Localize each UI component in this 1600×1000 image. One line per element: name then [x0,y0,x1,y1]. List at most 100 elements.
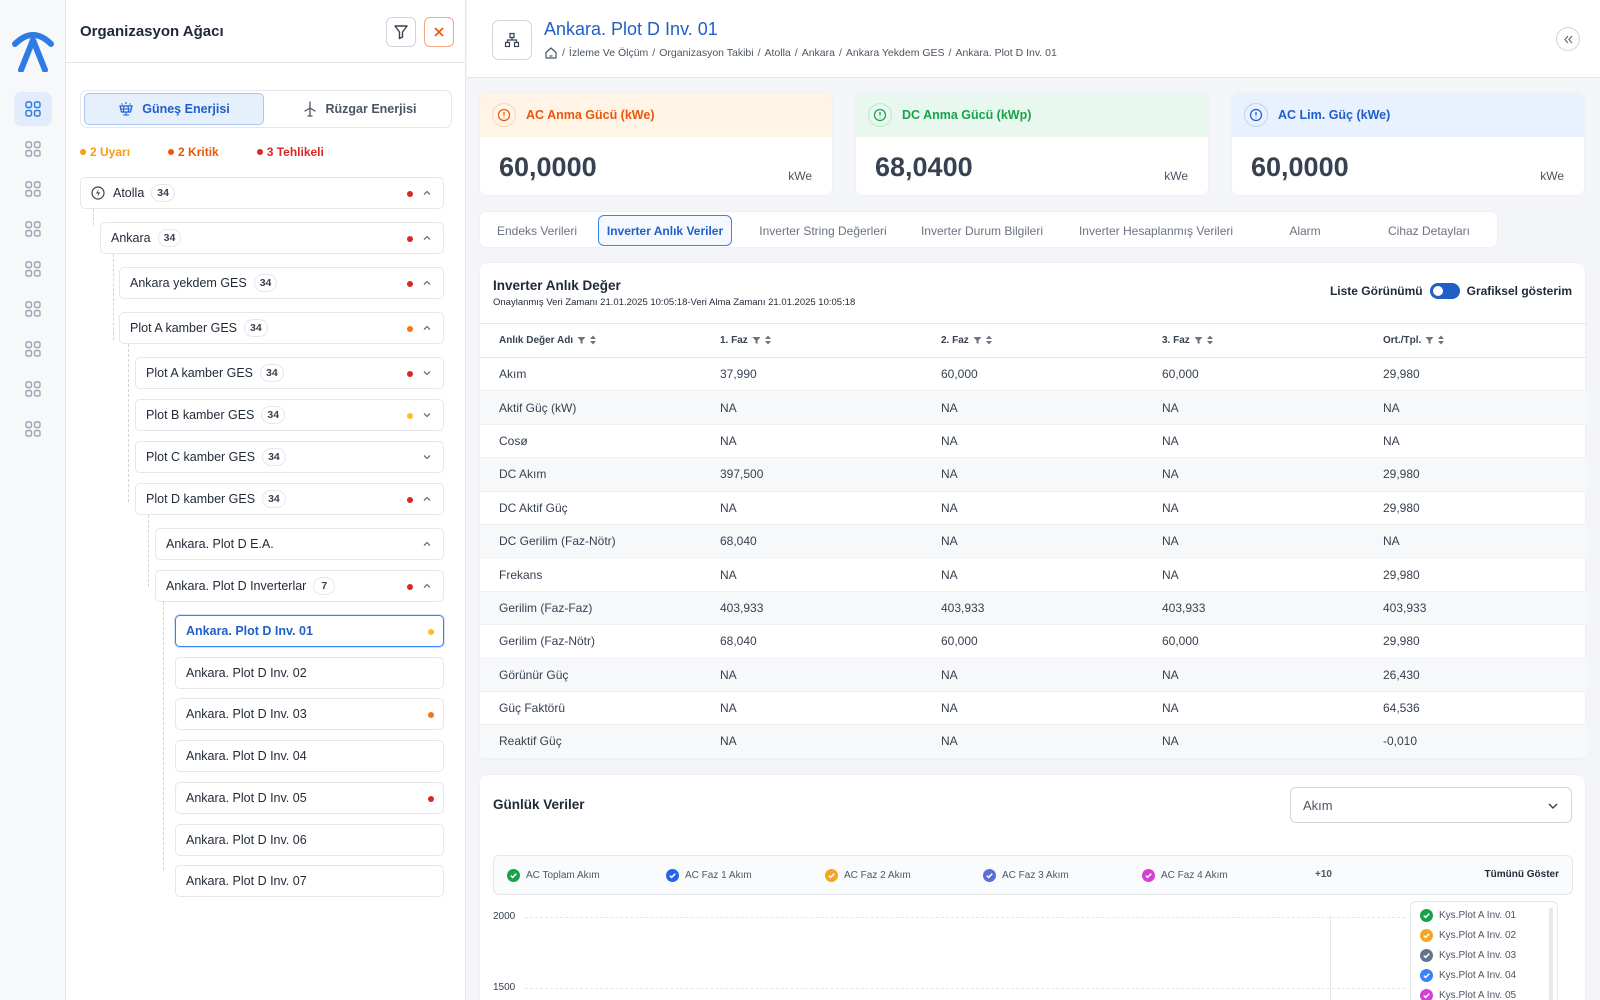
tree-leaf-inverter[interactable]: Ankara. Plot D Inv. 07 [175,865,444,898]
column-header[interactable]: 1. Faz [701,323,922,358]
tree-node[interactable]: Plot A kamber GES 34 [135,357,444,389]
breadcrumb-item[interactable]: Ankara. Plot D Inv. 01 [955,47,1057,59]
kpi-label: AC Lim. Güç (kWe) [1278,108,1391,122]
chevron-up-icon[interactable] [421,277,433,289]
home-icon[interactable] [544,46,558,60]
tree-node[interactable]: Plot A kamber GES 34 [119,312,444,344]
side-legend-item[interactable]: Kys.Plot A Inv. 04 [1420,969,1516,982]
legend-item[interactable]: AC Faz 3 Akım [983,869,1069,882]
tree-node[interactable]: Plot B kamber GES 34 [135,399,444,431]
tree-leaf-inverter[interactable]: Ankara. Plot D Inv. 02 [175,656,444,689]
column-header[interactable]: 3. Faz [1143,323,1364,358]
tree-node[interactable]: Ankara. Plot D Inverterlar 7 [155,570,444,602]
chevron-up-icon[interactable] [421,322,433,334]
legend-item[interactable]: AC Faz 1 Akım [666,869,752,882]
chevron-up-icon[interactable] [421,232,433,244]
tree-leaf-inverter[interactable]: Ankara. Plot D Inv. 05 [175,781,444,814]
alert-danger-label: 3 Tehlikeli [266,145,324,159]
breadcrumb-item[interactable]: İzleme Ve Ölçüm [568,47,649,59]
tree-node[interactable]: Ankara. Plot D E.A. [155,528,444,560]
filter-sort-icon[interactable] [1194,335,1214,345]
chevron-down-icon[interactable] [421,409,433,421]
kpi-label: DC Anma Gücü (kWp) [902,108,1032,122]
view-switch[interactable] [1429,283,1460,299]
side-legend-item[interactable]: Kys.Plot A Inv. 03 [1420,949,1516,962]
table-cell: NA [701,557,922,592]
wind-turbine-icon [303,101,316,117]
table-cell: Görünür Güç [480,658,701,692]
tab-item[interactable]: Cihaz Detayları [1387,223,1471,238]
legend-item[interactable]: AC Toplam Akım [507,869,600,882]
nav-menu-item[interactable] [14,332,52,366]
filter-sort-icon[interactable] [1425,335,1445,345]
tab-item[interactable]: Inverter Anlık Veriler [598,215,732,246]
column-header[interactable]: Anlık Değer Adı [480,323,701,358]
chevron-up-icon[interactable] [421,187,433,199]
nav-menu-item[interactable] [14,212,52,246]
tab-item[interactable]: Endeks Verileri [496,223,578,238]
legend-label: AC Faz 3 Akım [1002,870,1069,881]
legend-item[interactable]: AC Faz 2 Akım [825,869,911,882]
collapse-button[interactable] [1556,27,1580,51]
chevron-down-icon[interactable] [421,451,433,463]
table-cell: NA [701,658,922,692]
tab-item[interactable]: Alarm [1289,223,1321,238]
breadcrumb-item[interactable]: Atolla [764,47,791,59]
nav-menu-item[interactable] [14,292,52,326]
tab-solar-energy[interactable]: Güneş Enerjisi [84,93,264,125]
breadcrumb-item[interactable]: Ankara Yekdem GES [845,47,945,59]
tree-leaf-label: Ankara. Plot D Inv. 05 [186,790,307,805]
nav-menu-item[interactable] [14,252,52,286]
metric-select[interactable]: Akım [1290,787,1572,823]
kpi-value: 60,0000 [1251,152,1349,182]
side-legend-item[interactable]: Kys.Plot A Inv. 01 [1420,909,1516,922]
tree-node[interactable]: Ankara yekdem GES 34 [119,267,444,299]
tree-node-label: Plot B kamber GES [146,408,255,422]
nav-menu-item[interactable] [14,372,52,406]
chevron-up-icon[interactable] [421,580,433,592]
alert-warning[interactable]: 2 Uyarı [80,145,130,159]
app-logo-icon[interactable] [12,24,54,72]
show-all-link[interactable]: Tümünü Göster [1484,869,1559,880]
filter-sort-icon[interactable] [973,335,993,345]
side-legend-item[interactable]: Kys.Plot A Inv. 05 [1420,989,1516,1000]
nav-menu-item[interactable] [14,132,52,166]
chevron-down-icon[interactable] [421,367,433,379]
alert-danger[interactable]: 3 Tehlikeli [256,145,324,159]
table-cell: NA [1364,524,1587,559]
instant-values-card: Inverter Anlık Değer Onaylanmış Veri Zam… [479,262,1587,760]
daily-data-card: Günlük Veriler Akım +10 Tümünü Göster AC… [479,774,1586,1000]
tree-leaf-inverter[interactable]: Ankara. Plot D Inv. 06 [175,823,444,856]
filter-button[interactable] [386,17,416,47]
column-header[interactable]: Ort./Tpl. [1364,323,1587,358]
nav-menu-item[interactable] [14,92,52,126]
close-panel-button[interactable] [424,17,454,47]
breadcrumb-item[interactable]: Organizasyon Takibi [659,47,754,59]
tab-item[interactable]: Inverter Hesaplanmış Verileri [1078,223,1234,238]
chevron-up-icon[interactable] [421,538,433,550]
tree-leaf-inverter[interactable]: Ankara. Plot D Inv. 03 [175,698,444,731]
nav-menu-item[interactable] [14,412,52,446]
tree-leaf-inverter[interactable]: Ankara. Plot D Inv. 01 [175,615,444,647]
tree-node[interactable]: Plot D kamber GES 34 [135,483,444,515]
more-series-count[interactable]: +10 [1315,869,1332,880]
tree-leaf-inverter[interactable]: Ankara. Plot D Inv. 04 [175,740,444,773]
breadcrumb-item[interactable]: Ankara [801,47,835,59]
tab-wind-energy[interactable]: Rüzgar Enerjisi [269,93,449,125]
alert-critical[interactable]: 2 Kritik [168,145,219,159]
filter-sort-icon[interactable] [752,335,772,345]
column-header[interactable]: 2. Faz [922,323,1143,358]
legend-item[interactable]: AC Faz 4 Akım [1142,869,1228,882]
tab-item[interactable]: Inverter String Değerleri [759,223,887,238]
tree-node[interactable]: Ankara 34 [100,222,444,254]
scrollbar[interactable] [1549,908,1553,1000]
tree-node[interactable]: Atolla 34 [80,177,444,209]
tree-node[interactable]: Plot C kamber GES 34 [135,441,444,473]
breadcrumb: / İzleme Ve Ölçüm / Organizasyon Takibi / Ato… [544,46,1057,60]
side-legend-item[interactable]: Kys.Plot A Inv. 02 [1420,929,1516,942]
energy-bolt-icon [91,186,105,200]
filter-sort-icon[interactable] [577,335,597,345]
nav-menu-item[interactable] [14,172,52,206]
tab-item[interactable]: Inverter Durum Bilgileri [920,223,1044,238]
chevron-up-icon[interactable] [421,493,433,505]
